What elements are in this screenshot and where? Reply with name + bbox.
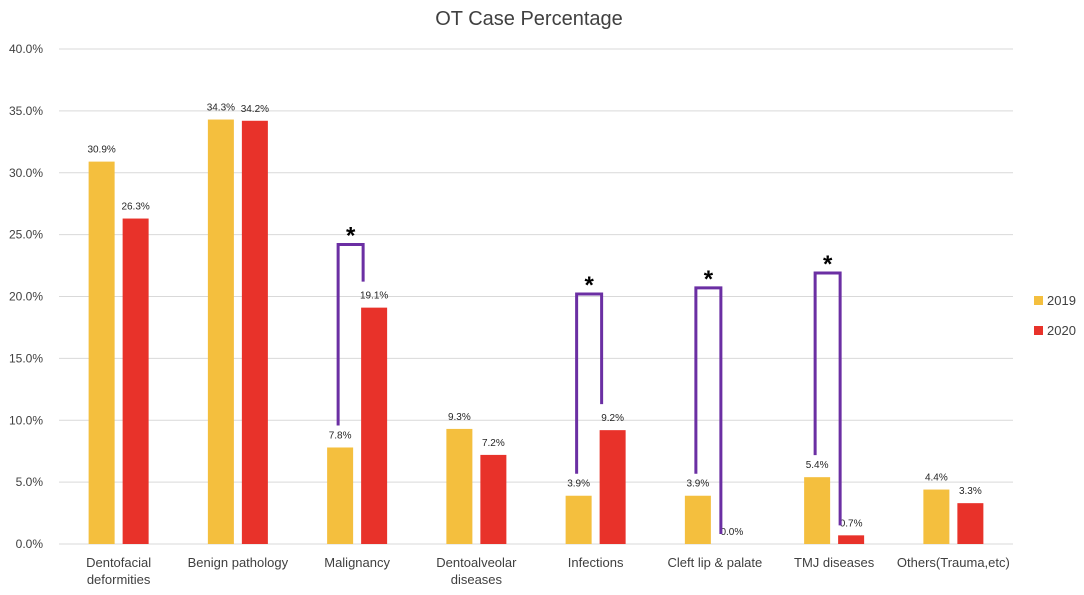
data-label-2019: 30.9%: [87, 145, 115, 156]
data-label-2019: 7.8%: [329, 430, 352, 441]
category-label: Benign pathology: [188, 555, 289, 570]
bar-2020: [122, 218, 149, 544]
data-label-2019: 5.4%: [806, 460, 829, 471]
y-tick-label: 5.0%: [16, 475, 44, 489]
legend-label-2019: 2019: [1047, 293, 1076, 308]
data-label-2020: 0.0%: [720, 527, 743, 538]
gridlines: [59, 48, 1013, 545]
x-axis-category-labels: Dentofacial deformities Benign pathology Ma…: [86, 555, 1010, 587]
significance-star: *: [704, 266, 714, 293]
data-label-2019: 4.4%: [925, 473, 948, 484]
y-tick-label: 30.0%: [9, 166, 43, 180]
bar-2019: [804, 477, 831, 544]
significance-star: *: [823, 251, 833, 278]
category-label: Dentofacial: [86, 555, 151, 570]
y-tick-label: 25.0%: [9, 228, 43, 242]
data-label-2019: 3.9%: [567, 479, 590, 490]
chart-title: OT Case Percentage: [435, 8, 623, 30]
bar-2020: [361, 307, 388, 544]
bar-2019: [684, 495, 711, 544]
bar-2019: [565, 495, 592, 544]
data-label-2019: 9.3%: [448, 412, 471, 423]
data-labels: 30.9% 34.3% 7.8% 9.3% 3.9% 3.9% 5.4% 4.4% 26.3% 3…: [87, 103, 981, 538]
category-label: Dentoalveolar: [436, 555, 517, 570]
y-tick-label: 0.0%: [16, 537, 44, 551]
data-label-2019: 3.9%: [686, 479, 709, 490]
category-label: Infections: [568, 555, 624, 570]
category-label: diseases: [451, 572, 503, 587]
bar-2020: [957, 503, 984, 544]
data-label-2020: 7.2%: [482, 438, 505, 449]
y-tick-label: 20.0%: [9, 290, 43, 304]
bar-2019: [923, 489, 950, 544]
data-label-2020: 34.2%: [241, 104, 269, 115]
y-tick-label: 15.0%: [9, 351, 43, 365]
significance-star: *: [584, 272, 594, 299]
y-tick-label: 10.0%: [9, 413, 43, 427]
category-label: deformities: [87, 572, 151, 587]
data-label-2019: 34.3%: [207, 103, 235, 114]
legend-label-2020: 2020: [1047, 323, 1076, 338]
category-label: Malignancy: [324, 555, 390, 570]
bar-2020: [241, 120, 268, 545]
significance-bracket: [336, 243, 365, 426]
significance-star: *: [346, 223, 356, 250]
bar-2019: [207, 119, 234, 544]
bar-2020: [480, 454, 507, 544]
significance-bracket: [575, 292, 604, 474]
category-label: Cleft lip & palate: [668, 555, 763, 570]
data-label-2020: 9.2%: [601, 413, 624, 424]
legend-swatch-2020: [1034, 326, 1043, 335]
bar-2019: [88, 161, 115, 545]
y-axis-tick-labels: 0.0% 5.0% 10.0% 15.0% 20.0% 25.0% 30.0% 35.0% 40…: [9, 42, 43, 551]
y-tick-label: 40.0%: [9, 42, 43, 56]
category-label: TMJ diseases: [794, 555, 875, 570]
significance-brackets: * * * *: [336, 223, 842, 534]
data-label-2020: 0.7%: [840, 518, 863, 529]
legend: 2019 2020: [1034, 293, 1076, 338]
bar-2020: [838, 535, 865, 544]
bars: [88, 119, 984, 545]
y-tick-label: 35.0%: [9, 104, 43, 118]
significance-bracket: [694, 286, 723, 534]
bar-2019: [446, 428, 473, 544]
data-label-2020: 19.1%: [360, 291, 388, 302]
significance-bracket: [813, 271, 842, 526]
data-label-2020: 3.3%: [959, 486, 982, 497]
category-label: Others(Trauma,etc): [897, 555, 1010, 570]
bar-2020: [599, 430, 626, 544]
bar-2019: [327, 447, 354, 544]
legend-swatch-2019: [1034, 296, 1043, 305]
data-label-2020: 26.3%: [121, 202, 149, 213]
